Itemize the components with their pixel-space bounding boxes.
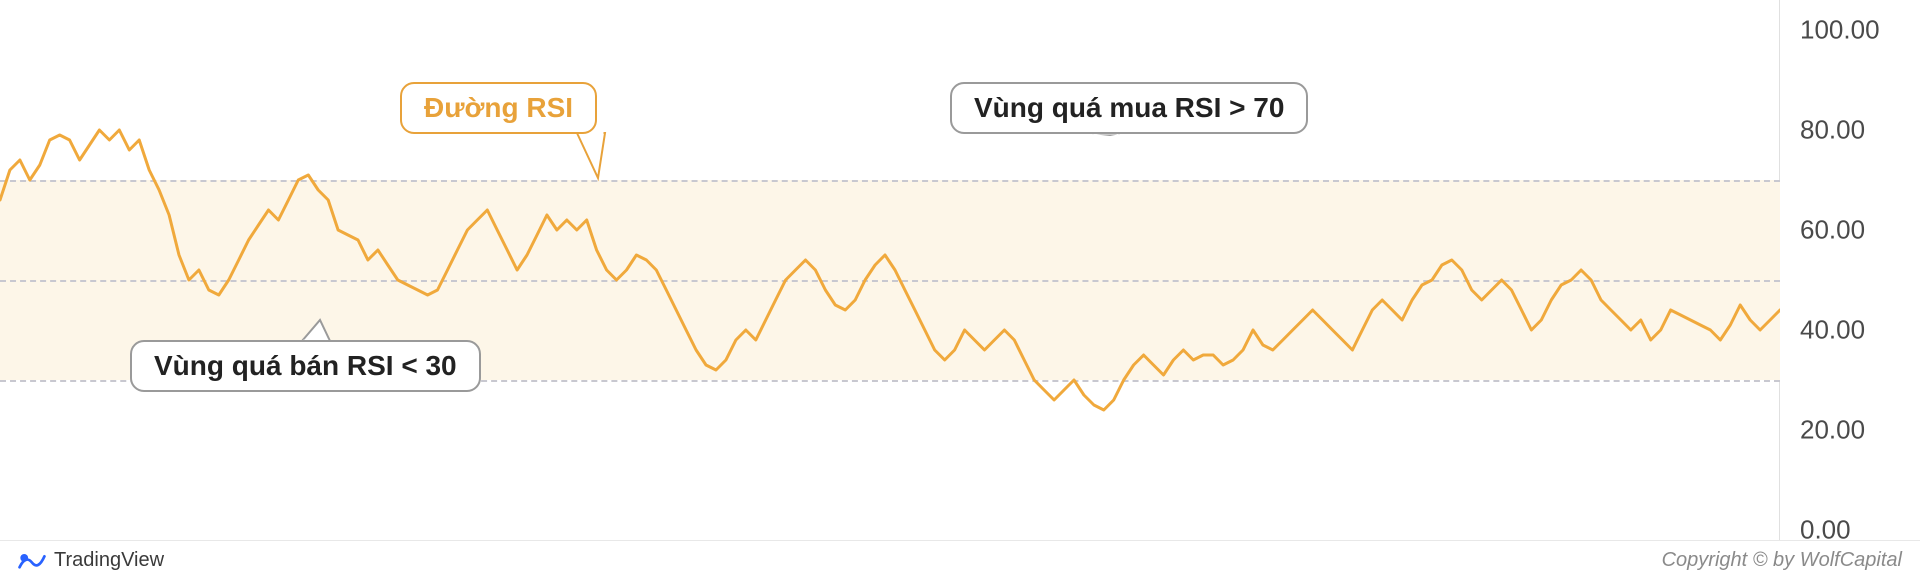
- y-tick-label: 80.00: [1800, 115, 1865, 146]
- copyright-text: Copyright © by WolfCapital: [1662, 549, 1902, 572]
- y-tick-label: 20.00: [1800, 415, 1865, 446]
- rsi-line-series: [0, 0, 1780, 540]
- tradingview-label: TradingView: [54, 549, 164, 572]
- y-axis: 0.0020.0040.0060.0080.00100.00: [1780, 0, 1920, 540]
- callout-overbought: Vùng quá mua RSI > 70: [950, 82, 1308, 134]
- callout-oversold-text: Vùng quá bán RSI < 30: [154, 350, 457, 381]
- footer-bar: TradingView Copyright © by WolfCapital: [0, 540, 1920, 580]
- callout-rsi-line-text: Đường RSI: [424, 92, 573, 123]
- chart-area: Đường RSI Vùng quá mua RSI > 70 Vùng quá…: [0, 0, 1780, 540]
- tradingview-icon: [18, 551, 46, 571]
- callout-rsi-line: Đường RSI: [400, 82, 597, 134]
- y-tick-label: 40.00: [1800, 315, 1865, 346]
- y-tick-label: 100.00: [1800, 15, 1880, 46]
- callout-overbought-text: Vùng quá mua RSI > 70: [974, 92, 1284, 123]
- tradingview-attribution[interactable]: TradingView: [18, 549, 164, 572]
- y-tick-label: 60.00: [1800, 215, 1865, 246]
- callout-oversold: Vùng quá bán RSI < 30: [130, 340, 481, 392]
